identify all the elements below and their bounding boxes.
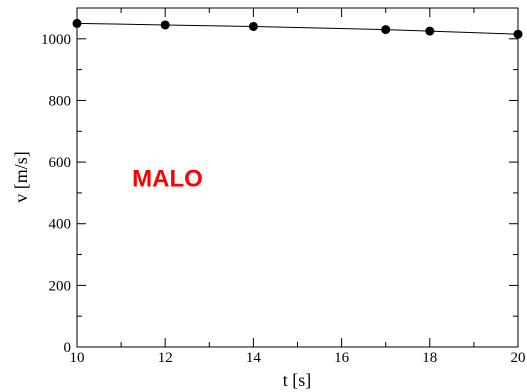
y-tick-label: 400 xyxy=(49,217,72,233)
x-tick-label: 14 xyxy=(246,350,262,366)
data-point xyxy=(513,29,523,39)
x-tick-label: 16 xyxy=(334,350,350,366)
data-point xyxy=(425,26,435,36)
data-point xyxy=(72,18,82,28)
data-point xyxy=(381,25,391,35)
annotation-malo: MALO xyxy=(132,166,203,193)
x-tick-label: 12 xyxy=(158,350,173,366)
y-tick-label: 800 xyxy=(49,93,72,109)
y-tick-label: 600 xyxy=(49,155,72,171)
y-tick-label: 0 xyxy=(64,340,72,356)
y-tick-label: 200 xyxy=(49,278,72,294)
y-axis-label: v [m/s] xyxy=(11,151,31,203)
x-tick-label: 20 xyxy=(511,350,526,366)
y-tick-label: 1000 xyxy=(41,32,71,48)
x-tick-label: 10 xyxy=(70,350,85,366)
x-tick-label: 18 xyxy=(422,350,437,366)
data-point xyxy=(248,21,258,31)
data-series xyxy=(72,18,523,39)
series-line xyxy=(76,22,519,35)
data-point xyxy=(160,20,170,30)
x-axis-label: t [s] xyxy=(283,370,312,390)
